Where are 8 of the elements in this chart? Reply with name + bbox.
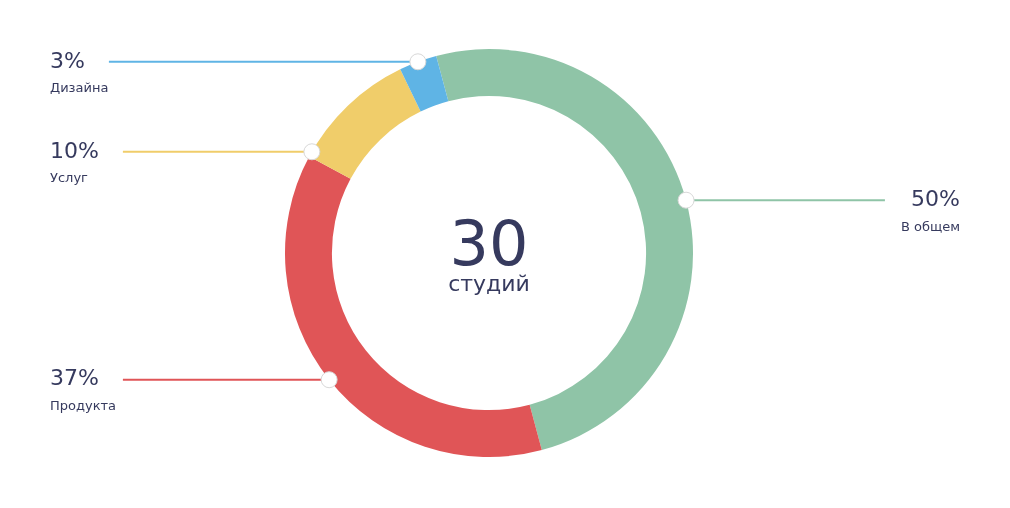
slice-label: Услуг [50,170,89,186]
data-label: 10% [50,137,99,163]
slice-label: Дизайна [50,80,109,96]
data-label: 37% [50,365,99,391]
slice-label: Продукта [50,398,117,414]
data-label: 3% [50,47,85,73]
data-label: 50% [911,185,960,211]
slice-label: В общем [900,218,960,234]
